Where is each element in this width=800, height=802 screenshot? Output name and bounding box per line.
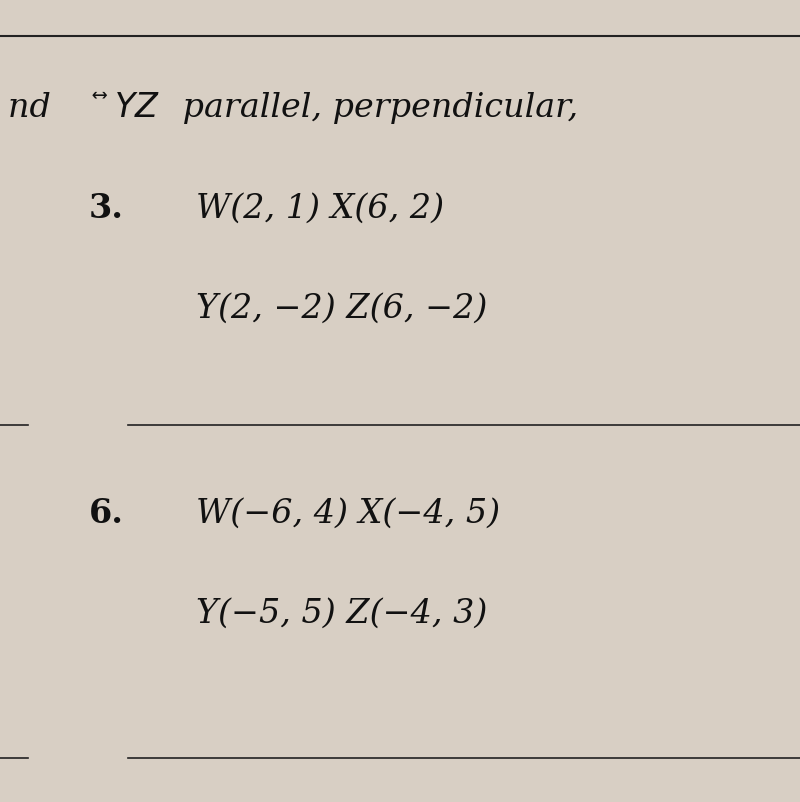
Text: Y(2, −2) Z(6, −2): Y(2, −2) Z(6, −2) [196,293,487,325]
Text: 3.: 3. [89,192,124,225]
Text: W(−6, 4) X(−4, 5): W(−6, 4) X(−4, 5) [196,497,500,529]
Text: nd: nd [8,92,62,124]
Text: $\overleftrightarrow{YZ}$: $\overleftrightarrow{YZ}$ [92,92,160,124]
Text: 6.: 6. [89,496,124,530]
Text: Y(−5, 5) Z(−4, 3): Y(−5, 5) Z(−4, 3) [196,597,487,630]
Text: W(2, 1) X(6, 2): W(2, 1) X(6, 2) [196,192,444,225]
Text: parallel, perpendicular,: parallel, perpendicular, [172,92,578,124]
